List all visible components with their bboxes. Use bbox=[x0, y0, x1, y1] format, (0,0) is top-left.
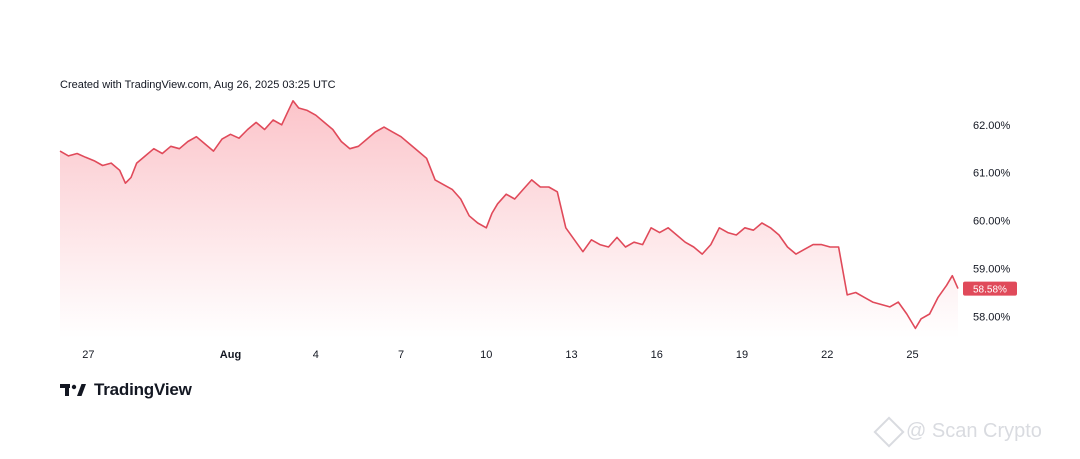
y-tick-label: 61.00% bbox=[973, 168, 1011, 180]
chart-series-line bbox=[59, 100, 959, 330]
last-value-label: 58.58% bbox=[973, 285, 1007, 296]
watermark: @ Scan Crypto bbox=[873, 415, 1042, 448]
x-tick-label: 27 bbox=[82, 349, 94, 361]
tradingview-logo-icon bbox=[60, 384, 86, 396]
x-tick-label: 22 bbox=[821, 349, 833, 361]
x-tick-label: 4 bbox=[313, 349, 319, 361]
x-tick-label: 19 bbox=[736, 349, 748, 361]
y-axis: 62.00% 61.00% 60.00% 59.00% 58.00% bbox=[973, 120, 1011, 324]
x-tick-label: 13 bbox=[565, 349, 577, 361]
y-tick-label: 62.00% bbox=[973, 120, 1011, 132]
tradingview-brand: TradingView bbox=[60, 380, 192, 400]
y-tick-label: 60.00% bbox=[973, 216, 1011, 228]
x-tick-label: 25 bbox=[906, 349, 918, 361]
x-axis: 27 Aug 4 7 10 13 16 19 22 25 bbox=[82, 349, 918, 361]
x-tick-label: Aug bbox=[220, 349, 241, 361]
y-tick-label: 59.00% bbox=[973, 264, 1011, 276]
brand-name: TradingView bbox=[94, 380, 192, 399]
x-tick-label: 10 bbox=[480, 349, 492, 361]
x-tick-label: 16 bbox=[651, 349, 663, 361]
x-tick-label: 7 bbox=[398, 349, 404, 361]
y-tick-label: 58.00% bbox=[973, 311, 1011, 323]
binance-diamond-icon bbox=[873, 415, 905, 448]
last-value-tag: 58.58% bbox=[963, 281, 1017, 296]
watermark-text: @ Scan Crypto bbox=[906, 420, 1042, 442]
chart-area-fill bbox=[60, 100, 958, 338]
chart-created-caption: Created with TradingView.com, Aug 26, 20… bbox=[60, 79, 336, 91]
